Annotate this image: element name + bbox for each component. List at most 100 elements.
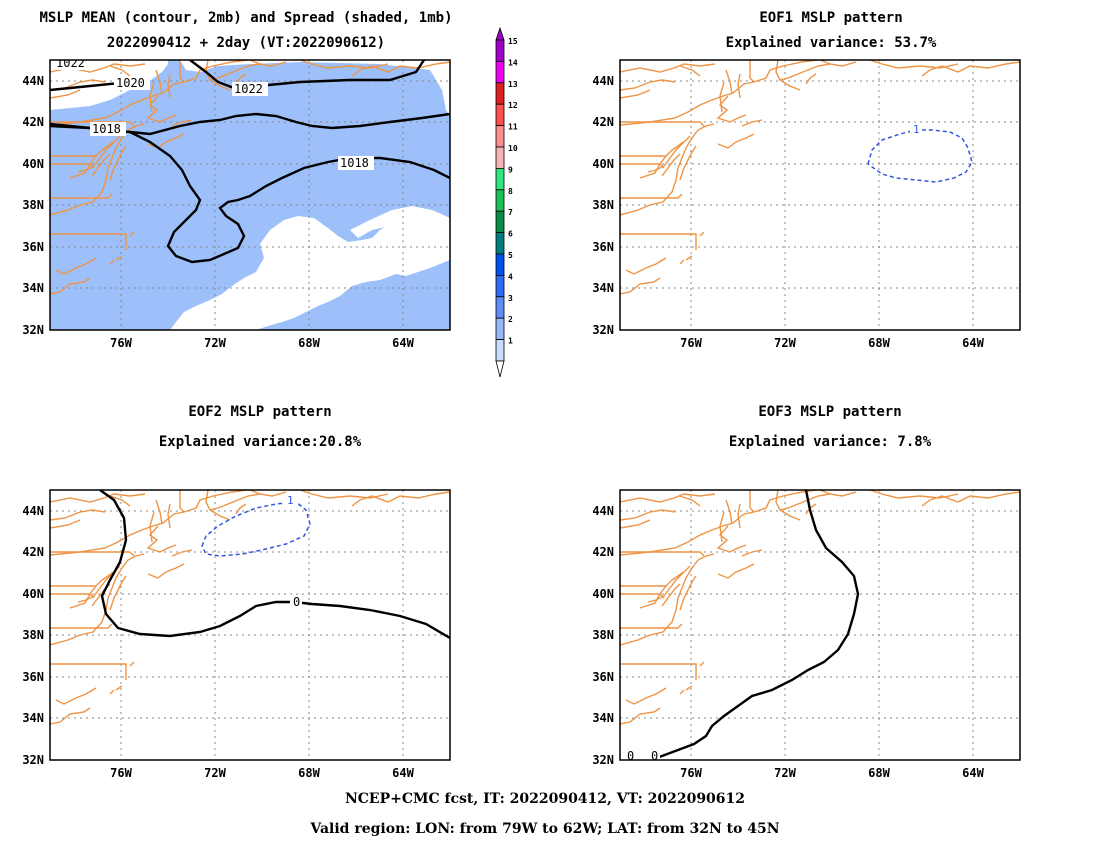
panel2-title: EOF1 MSLP pattern — [759, 10, 902, 26]
panel4-title: EOF3 MSLP pattern — [758, 404, 901, 420]
svg-text:42N: 42N — [592, 545, 614, 559]
colorbar-label: 3 — [508, 294, 513, 303]
panel2-frame — [619, 59, 1021, 331]
svg-text:64W: 64W — [962, 766, 984, 780]
colorbar-top-arrow — [495, 26, 505, 41]
colorbar-swatch — [495, 317, 505, 341]
svg-text:38N: 38N — [592, 198, 614, 212]
svg-text:40N: 40N — [592, 157, 614, 171]
colorbar-swatch — [495, 103, 505, 126]
panel1-lon-axis: 76W 72W 68W 64W — [110, 336, 414, 350]
svg-text:34N: 34N — [22, 711, 44, 725]
colorbar-label: 10 — [508, 144, 518, 153]
colorbar-swatch — [495, 189, 505, 212]
panel1-lat-axis: 44N 42N 40N 38N 36N 34N 32N — [22, 74, 44, 337]
panel3-subtitle: Explained variance:20.8% — [159, 434, 362, 450]
svg-text:1: 1 — [287, 494, 294, 507]
svg-text:32N: 32N — [22, 753, 44, 767]
colorbar-label: 4 — [508, 272, 513, 281]
svg-text:1020: 1020 — [116, 76, 145, 90]
contour-label: 0 — [624, 749, 636, 763]
colorbar-label: 6 — [508, 230, 513, 239]
svg-text:72W: 72W — [774, 336, 796, 350]
svg-text:44N: 44N — [22, 504, 44, 518]
svg-text:44N: 44N — [22, 74, 44, 88]
footer-forecast-info: NCEP+CMC fcst, IT: 2022090412, VT: 20220… — [345, 791, 745, 807]
colorbar-label: 11 — [508, 123, 518, 132]
panel4-frame — [619, 489, 1021, 761]
svg-text:76W: 76W — [110, 336, 132, 350]
colorbar-swatch — [495, 274, 505, 298]
colorbar-swatch — [495, 232, 505, 255]
panel3-title: EOF2 MSLP pattern — [188, 404, 331, 420]
contour-label: 1018 — [90, 122, 126, 136]
colorbar-label: 15 — [508, 37, 518, 46]
panel2-lon-axis: 76W 72W 68W 64W — [680, 336, 984, 350]
colorbar-swatch — [495, 146, 505, 169]
svg-text:1018: 1018 — [340, 156, 369, 170]
svg-text:72W: 72W — [204, 766, 226, 780]
svg-text:40N: 40N — [22, 587, 44, 601]
svg-text:44N: 44N — [592, 504, 614, 518]
colorbar-label: 14 — [508, 58, 518, 67]
svg-text:68W: 68W — [298, 766, 320, 780]
panel4-lon-axis: 76W 72W 68W 64W — [680, 766, 984, 780]
colorbar-swatch — [495, 296, 505, 319]
contour-label: 0 — [290, 595, 302, 609]
panel1-title: MSLP MEAN (contour, 2mb) and Spread (sha… — [39, 10, 452, 26]
spread-colorbar: 15 14 13 12 11 10 9 8 7 6 5 4 3 2 1 — [495, 26, 518, 378]
panel4-coastlines — [620, 490, 1020, 725]
colorbar-swatch — [495, 339, 505, 362]
eof3-zero-contour — [649, 490, 860, 760]
panel-eof2: EOF2 MSLP pattern Explained variance:20.… — [22, 404, 451, 780]
panel2-map: 1 — [619, 59, 1021, 331]
colorbar-label: 8 — [508, 187, 513, 196]
svg-text:1022: 1022 — [234, 82, 263, 96]
svg-text:0: 0 — [293, 595, 300, 609]
colorbar-swatch — [495, 39, 505, 62]
panel3-coastlines — [50, 490, 450, 725]
svg-text:0: 0 — [651, 749, 658, 763]
svg-text:36N: 36N — [22, 670, 44, 684]
svg-text:42N: 42N — [22, 115, 44, 129]
colorbar-label: 7 — [508, 208, 513, 217]
svg-text:1022: 1022 — [56, 56, 85, 70]
svg-text:64W: 64W — [392, 766, 414, 780]
panel1-map: 1022 1020 1022 1018 1018 — [49, 56, 451, 331]
footer-valid-region: Valid region: LON: from 79W to 62W; LAT:… — [309, 821, 779, 837]
eof2-zero-contour — [99, 490, 450, 640]
panel-eof1: EOF1 MSLP pattern Explained variance: 53… — [592, 10, 1021, 350]
svg-text:68W: 68W — [868, 336, 890, 350]
svg-text:40N: 40N — [22, 157, 44, 171]
svg-text:36N: 36N — [22, 240, 44, 254]
svg-text:76W: 76W — [680, 766, 702, 780]
panel4-lat-axis: 44N 42N 40N 38N 36N 34N 32N — [592, 504, 614, 767]
svg-text:38N: 38N — [22, 628, 44, 642]
panel2-lat-axis: 44N 42N 40N 38N 36N 34N 32N — [592, 74, 614, 337]
svg-text:64W: 64W — [392, 336, 414, 350]
eof2-positive-contour — [201, 501, 311, 557]
svg-text:34N: 34N — [22, 281, 44, 295]
svg-text:32N: 32N — [592, 323, 614, 337]
colorbar-label: 9 — [508, 165, 513, 174]
panel3-lat-axis: 44N 42N 40N 38N 36N 34N 32N — [22, 504, 44, 767]
colorbar-swatch — [495, 210, 505, 233]
panel2-subtitle: Explained variance: 53.7% — [726, 35, 937, 51]
colorbar-swatch — [495, 125, 505, 148]
contour-label: 1020 — [114, 76, 150, 90]
contour-label: 1022 — [52, 56, 94, 70]
svg-text:0: 0 — [627, 749, 634, 763]
svg-text:38N: 38N — [22, 198, 44, 212]
colorbar-swatch — [495, 167, 505, 191]
svg-text:32N: 32N — [592, 753, 614, 767]
svg-text:1018: 1018 — [92, 122, 121, 136]
colorbar-swatch — [495, 82, 505, 105]
contour-label: 1 — [284, 494, 296, 507]
panel4-subtitle: Explained variance: 7.8% — [729, 434, 932, 450]
colorbar-bottom-arrow — [495, 360, 505, 378]
svg-text:76W: 76W — [110, 766, 132, 780]
svg-text:36N: 36N — [592, 240, 614, 254]
colorbar-swatch — [495, 61, 505, 84]
panel-eof3: EOF3 MSLP pattern Explained variance: 7.… — [592, 404, 1021, 780]
